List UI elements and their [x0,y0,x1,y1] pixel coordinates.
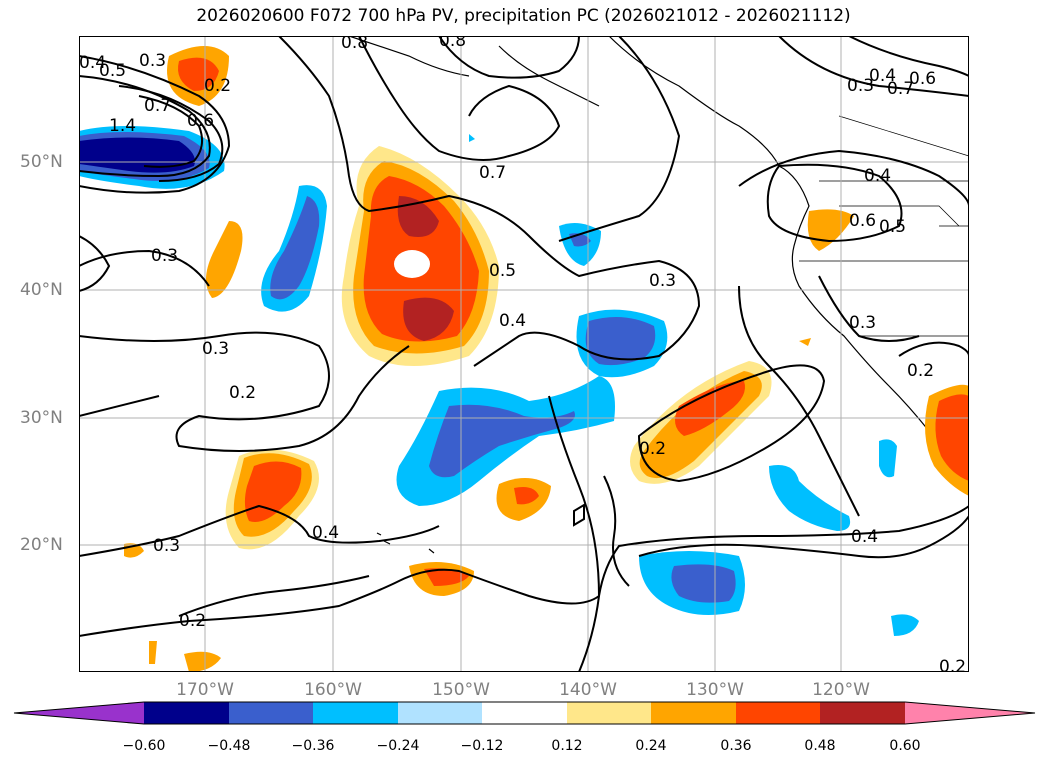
contour-label: 0.4 [851,527,878,547]
colorbar-tick-label: 0.60 [889,738,921,754]
lon-label-170w: 170°W [176,680,234,700]
precip-negative-strong [585,317,656,366]
colorbar-segment [14,702,144,724]
contour-label: 0.2 [229,383,256,403]
contour-label: 0.4 [869,66,896,86]
precip-positive-mid [184,651,221,672]
lon-label-120w: 120°W [812,680,870,700]
lon-label-130w: 130°W [686,680,744,700]
hawaii-islands [376,532,435,554]
precip-negative-strong [270,196,320,300]
contour-label: 0.3 [153,536,180,556]
contour-label: 0.3 [139,51,166,71]
contour-label: 0.7 [479,163,506,183]
colorbar-tick-label: −0.36 [291,738,335,754]
colorbar-tick-label: −0.24 [376,738,420,754]
lat-label-20n: 20°N [20,535,63,555]
colorbar-segment [567,702,651,724]
contour-label: 0.6 [187,111,214,131]
precip-positive-max [397,196,439,237]
precip-negative-strong [671,564,736,603]
contour-label: 0.8 [439,36,466,51]
contour-label: 0.6 [909,69,936,89]
lat-label-40n: 40°N [20,280,63,300]
precip-gap [394,250,430,278]
colorbar-tick-label: −0.60 [122,738,166,754]
contour-label: 0.4 [864,166,891,186]
colorbar-segment [229,702,313,724]
pv-contours [79,36,969,672]
contour-label: 0.7 [144,96,171,116]
precip-positive-strong [675,381,745,436]
map-title: 2026020600 F072 700 hPa PV, precipitatio… [196,6,851,26]
contour-label: 0.5 [99,61,126,81]
precipitation-fills [79,46,969,672]
contour-label: 0.3 [847,76,874,96]
contour-label: 0.2 [179,611,206,631]
contour-label: 0.3 [151,246,178,266]
political-borders [799,115,969,337]
map-plot-area[interactable]: 0.3 0.2 0.8 0.8 0.4 0.5 0.7 0.6 1.4 0.3 … [79,36,969,672]
colorbar-segment [398,702,482,724]
map-canvas: 0.3 0.2 0.8 0.8 0.4 0.5 0.7 0.6 1.4 0.3 … [79,36,969,672]
contour-label: 0.2 [939,657,966,672]
contour-labels: 0.3 0.2 0.8 0.8 0.4 0.5 0.7 0.6 1.4 0.3 … [79,36,966,672]
lon-label-160w: 160°W [304,680,362,700]
contour-label: 0.2 [639,439,666,459]
contour-label: 0.3 [649,271,676,291]
precip-negative-max [79,137,195,173]
contour-label: 0.5 [489,261,516,281]
colorbar-segment [820,702,905,724]
lon-label-140w: 140°W [559,680,617,700]
contour-label: 0.2 [204,76,231,96]
contour-label: 0.8 [341,36,368,53]
precip-positive-strong [424,568,469,586]
colorbar-tick-label: −0.48 [207,738,251,754]
precip-positive-strong [935,394,969,481]
contour-label: 0.3 [849,313,876,333]
colorbar [13,701,1036,725]
colorbar-segment [313,702,398,724]
contour-label: 0.6 [849,211,876,231]
map-gridlines [79,36,969,672]
precip-positive-strong [514,487,539,505]
precip-positive-strong [178,57,219,91]
precip-positive-mid [205,221,243,298]
colorbar-segment [482,702,567,724]
colorbar-segment [144,702,229,724]
colorbar-segment [736,702,820,724]
precip-negative-mid [879,439,897,478]
coastline-alaska [348,36,600,107]
colorbar-tick-label: 0.12 [551,738,583,754]
contour-label: 0.4 [79,53,106,73]
contour-label: 0.4 [312,523,339,543]
contour-label: 0.5 [879,217,906,237]
contour-label: 0.4 [499,311,526,331]
contour-label: 0.2 [907,361,934,381]
contour-label: 0.3 [202,339,229,359]
precip-negative-mid [769,465,851,531]
lon-label-150w: 150°W [432,680,490,700]
precip-positive-mid [807,209,854,251]
lat-label-30n: 30°N [20,408,63,428]
colorbar-tick-label: 0.36 [720,738,752,754]
precip-positive-max [403,297,454,341]
contour-label: 0.7 [887,79,914,99]
colorbar-segment [651,702,736,724]
lat-label-50n: 50°N [20,152,63,172]
precip-negative-mid [891,614,919,636]
colorbar-outline [13,701,1036,725]
precip-positive-mid [799,338,811,346]
colorbar-tick-label: −0.12 [460,738,504,754]
precip-negative-mid [469,134,475,142]
precip-positive-mid [149,641,157,664]
colorbar-tick-label: 0.48 [804,738,836,754]
colorbar-segment [905,702,1035,724]
precip-negative-strong [429,404,575,478]
colorbar-tick-label: 0.24 [635,738,667,754]
contour-label: 1.4 [109,116,136,136]
